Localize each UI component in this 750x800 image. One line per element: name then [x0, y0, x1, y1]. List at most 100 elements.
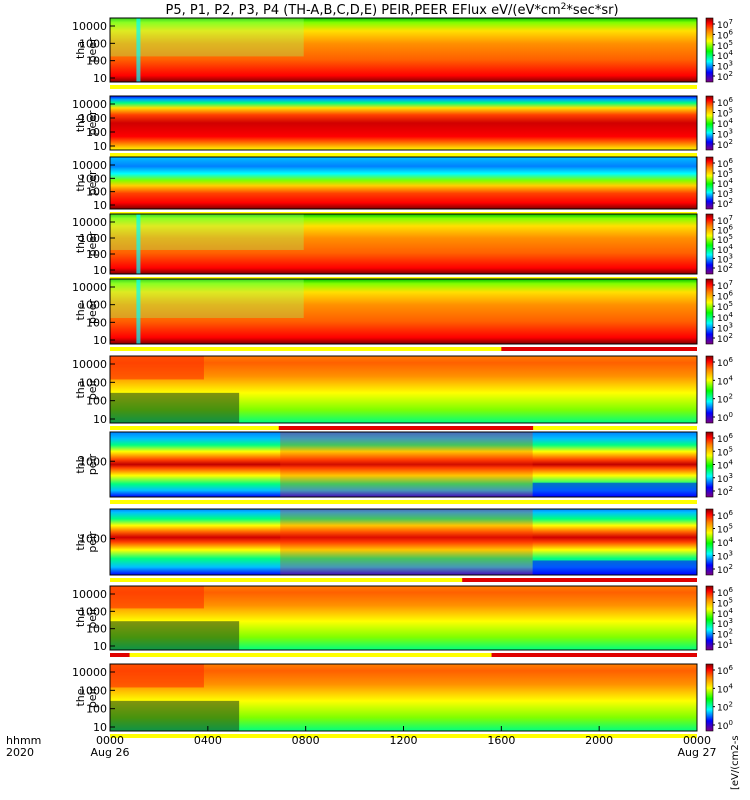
y-tick-label: 10000 [72, 588, 107, 601]
panel-label-probe: the [74, 688, 87, 706]
sheath-region [110, 18, 304, 57]
y-tick-label: 10 [93, 140, 107, 153]
availability-bar [110, 653, 697, 657]
panel-frame [109, 213, 698, 275]
y-tick-label: 1000 [79, 112, 107, 125]
y-tick-label: 10000 [72, 98, 107, 111]
panel-label-probe: tha [74, 41, 87, 59]
colorbar [705, 156, 714, 210]
low-count-region [110, 700, 240, 731]
colorbar [705, 95, 714, 151]
y-tick-label: 10000 [72, 216, 107, 229]
y-tick-label: 10 [93, 640, 107, 653]
y-tick-label: 100 [86, 316, 107, 329]
y-tick-label: 10000 [72, 666, 107, 679]
y-tick-label: 10 [93, 721, 107, 734]
colorbar-tick-label: 107 [717, 279, 733, 292]
colorbar [705, 431, 714, 498]
colorbar-tick-label: 103 [717, 128, 733, 141]
high-flux-region [110, 664, 204, 688]
panel-frame [109, 431, 698, 498]
x-date-label: Aug 26 [91, 746, 130, 759]
colorbar-tick-label: 106 [717, 586, 733, 599]
y-tick-label: 10000 [72, 20, 107, 33]
x-tick-label: 1200 [390, 734, 418, 747]
panel-label-probe: thc [74, 533, 87, 550]
y-tick-label: 100 [86, 186, 107, 199]
y-tick-label: 1000 [79, 533, 107, 546]
colorbar-tick-label: 107 [717, 18, 733, 31]
colorbar-tick-label: 102 [717, 628, 733, 641]
colorbar-tick-label: 100 [717, 411, 733, 424]
panel-frame [109, 508, 698, 576]
colorbar-tick-label: 105 [717, 107, 733, 120]
colorbar-tick-label: 106 [717, 28, 733, 41]
vertical-stripe [136, 214, 141, 274]
sheath-region [110, 214, 304, 250]
colorbar-tick-label: 104 [717, 177, 733, 190]
y-tick-label: 1000 [79, 37, 107, 50]
x-tick-label: 0000 [96, 734, 124, 747]
colorbar-tick-label: 105 [717, 445, 733, 458]
panel-label-product: peer [86, 37, 99, 63]
y-tick-label: 100 [86, 126, 107, 139]
spectrogram-image [110, 157, 697, 209]
panel-frame [109, 156, 698, 210]
panel-label-product: peer [86, 299, 99, 325]
colorbar-tick-label: 103 [717, 472, 733, 485]
panel-label-probe: thd [74, 235, 87, 253]
colorbar-tick-label: 103 [717, 252, 733, 265]
colorbar-tick-label: 106 [717, 664, 733, 677]
chart-title: P5, P1, P2, P3, P4 (TH-A,B,C,D,E) PEIR,P… [165, 2, 618, 18]
y-tick-label: 10 [93, 199, 107, 212]
availability-bar [110, 500, 697, 504]
colorbar-tick-label: 103 [717, 187, 733, 200]
x-tick-label: 0000 [683, 734, 711, 747]
colorbar-tick-label: 104 [717, 459, 733, 472]
availability-bar-segment [491, 653, 697, 657]
panel-tha-peir: tha peir 10 100 1000 10000 100 102 104 106 [72, 355, 733, 430]
y-tick-label: 1000 [79, 172, 107, 185]
x-tick-label: 2000 [585, 734, 613, 747]
colorbar-tick-label: 102 [717, 485, 733, 498]
colorbar-tick-label: 106 [717, 96, 733, 109]
colorbar-tick-label: 104 [717, 243, 733, 256]
low-count-region [110, 621, 240, 650]
spectrogram-image [110, 96, 697, 150]
y-tick-label: 10 [93, 413, 107, 426]
spectrogram-image [110, 214, 697, 274]
colorbar [705, 213, 714, 275]
colorbar-tick-label: 102 [717, 262, 733, 275]
panel-label-product: peer [86, 170, 99, 196]
spectrogram-image [110, 18, 697, 82]
panel-frame [109, 95, 698, 151]
panel-label-product: peir [86, 378, 99, 400]
panel-the-peir: the peir 10 100 1000 10000 100 102 104 106 [72, 663, 733, 738]
colorbar-tick-label: 100 [717, 719, 733, 732]
spectrogram-image [110, 279, 697, 344]
colorbar-tick-label: 105 [717, 300, 733, 313]
colorbar-tick-label: 106 [717, 432, 733, 445]
availability-bar [110, 578, 697, 582]
sheath-region [110, 279, 304, 318]
enhanced-region [280, 509, 533, 575]
y-tick-label: 10 [93, 264, 107, 277]
y-tick-label: 100 [86, 703, 107, 716]
y-tick-label: 100 [86, 623, 107, 636]
colorbar-tick-label: 107 [717, 214, 733, 227]
availability-bar-segment [462, 578, 697, 582]
colorbar-tick-label: 102 [717, 701, 733, 714]
colorbar-tick-label: 105 [717, 39, 733, 52]
colorbar [705, 508, 714, 576]
colorbar-tick-label: 104 [717, 536, 733, 549]
colorbar-tick-label: 104 [717, 311, 733, 324]
colorbar-tick-label: 102 [717, 393, 733, 406]
panel-label-product: peer [86, 231, 99, 257]
